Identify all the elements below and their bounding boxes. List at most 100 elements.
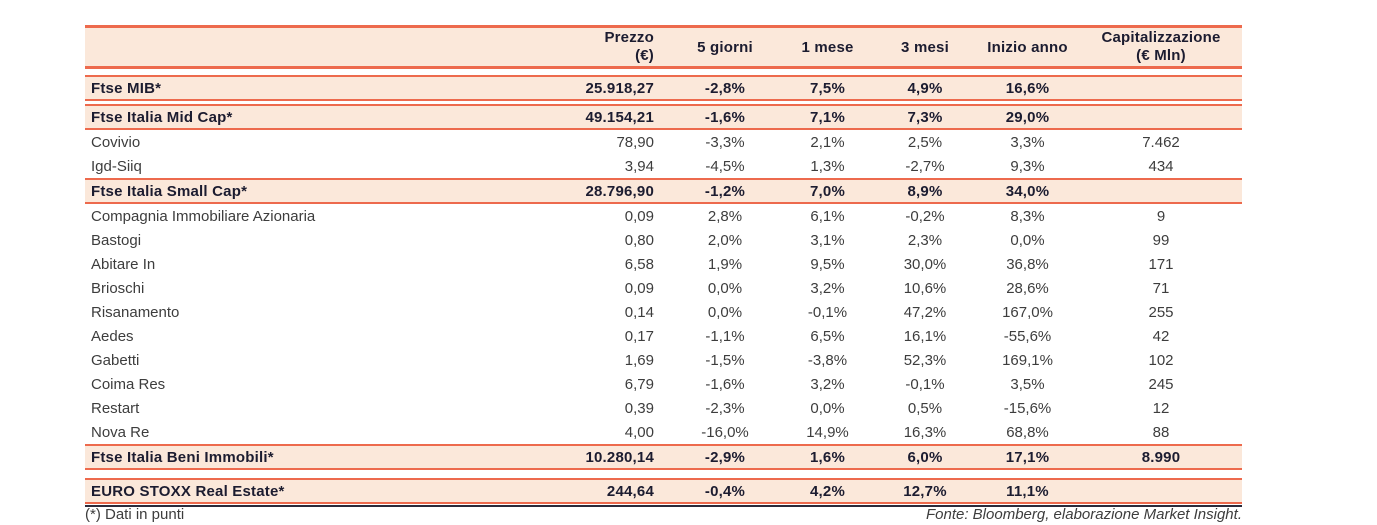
cell-ytd: 3,3% [1010,133,1045,151]
cell-d5: -1,6% [704,108,746,126]
cell-m1: 2,1% [810,133,845,151]
cell-d5: -2,9% [704,448,746,466]
cell-d5: -1,2% [704,182,746,200]
footnote-dati-in-punti: (*) Dati in punti [85,506,185,523]
cell-cap: 434 [1148,157,1174,175]
table-row: Abitare In 6,58 1,9% 9,5% 30,0% 36,8% 171 [85,252,1242,276]
table-row: Coima Res 6,79 -1,6% 3,2% -0,1% 3,5% 245 [85,372,1242,396]
row-label: Covivio [91,133,141,151]
header-prezzo-line1: Prezzo [604,29,654,46]
header-capitalizzazione: Capitalizzazione (€ Mln) [1080,29,1242,65]
row-label: EURO STOXX Real Estate* [91,482,285,500]
table-row: Ftse MIB* 25.918,27 -2,8% 7,5% 4,9% 16,6% [85,75,1242,101]
cell-prezzo: 3,94 [624,157,654,175]
cell-m1: -0,1% [807,303,848,321]
cell-prezzo: 6,58 [624,255,654,273]
header-3-mesi: 3 mesi [901,38,949,56]
cell-d5: -16,0% [701,423,749,441]
cell-prezzo: 25.918,27 [585,79,654,97]
table-row: Igd-Siiq 3,94 -4,5% 1,3% -2,7% 9,3% 434 [85,154,1242,178]
cell-ytd: 0,0% [1010,231,1045,249]
cell-d5: -1,5% [705,351,745,369]
table-row: Ftse Italia Mid Cap* 49.154,21 -1,6% 7,1% 7,… [85,104,1242,130]
cell-ytd: 17,1% [1005,448,1050,466]
cell-m3: 30,0% [903,255,947,273]
cell-ytd: 3,5% [1010,375,1045,393]
cell-ytd: 34,0% [1005,182,1050,200]
cell-prezzo: 0,09 [624,207,654,225]
cell-m3: 10,6% [903,279,947,297]
cell-m3: 12,7% [903,482,947,500]
row-label: Ftse Italia Small Cap* [91,182,248,200]
row-label: Risanamento [91,303,180,321]
cell-m1: 6,1% [810,207,845,225]
table-footnotes: (*) Dati in punti Fonte: Bloomberg, elab… [85,506,1242,523]
cell-ytd: 16,6% [1005,79,1050,97]
cell-m1: -3,8% [807,351,848,369]
row-label: Igd-Siiq [91,157,142,175]
cell-prezzo: 0,17 [624,327,654,345]
header-cap-line1: Capitalizzazione [1101,29,1221,46]
cell-ytd: 169,1% [1002,351,1053,369]
cell-d5: 0,0% [707,303,743,321]
cell-prezzo: 4,00 [624,423,654,441]
cell-d5: 2,0% [707,231,743,249]
header-cap-line2: (€ Mln) [1136,47,1186,64]
cell-m3: -0,1% [905,375,945,393]
header-1-mese: 1 mese [801,38,854,56]
cell-m3: -2,7% [905,157,945,175]
cell-d5: 1,9% [707,255,743,273]
cell-m3: 2,5% [907,133,943,151]
cell-cap: 9 [1156,207,1166,225]
row-label: Restart [91,399,140,417]
source-credit: Fonte: Bloomberg, elaborazione Market In… [925,506,1242,523]
cell-prezzo: 78,90 [616,133,654,151]
cell-d5: -4,5% [705,157,745,175]
header-prezzo: Prezzo (€) [550,29,670,65]
row-label: Aedes [91,327,134,345]
cell-cap: 8.990 [1141,448,1181,466]
header-prezzo-line2: (€) [635,47,654,64]
cell-cap: 12 [1152,399,1170,417]
table-row: Aedes 0,17 -1,1% 6,5% 16,1% -55,6% 42 [85,324,1242,348]
cell-prezzo: 49.154,21 [585,108,654,126]
table-bottom-rule [85,505,1242,507]
cell-m1: 7,1% [810,108,845,126]
cell-ytd: 9,3% [1010,157,1045,175]
cell-m3: 47,2% [903,303,947,321]
row-label: Coima Res [91,375,166,393]
cell-m3: 8,9% [907,182,943,200]
cell-m1: 1,3% [810,157,845,175]
cell-m1: 0,0% [810,399,845,417]
header-inizio-anno: Inizio anno [987,38,1068,56]
cell-d5: -0,4% [704,482,746,500]
cell-cap: 99 [1152,231,1170,249]
cell-ytd: 29,0% [1005,108,1050,126]
row-label: Nova Re [91,423,150,441]
cell-prezzo: 6,79 [624,375,654,393]
table-row: Ftse Italia Beni Immobili* 10.280,14 -2,9%… [85,444,1242,470]
row-label: Brioschi [91,279,145,297]
table-row: Covivio 78,90 -3,3% 2,1% 2,5% 3,3% 7.462 [85,130,1242,154]
cell-cap: 7.462 [1142,133,1180,151]
cell-m1: 9,5% [810,255,845,273]
cell-cap: 102 [1148,351,1174,369]
cell-d5: -2,8% [704,79,746,97]
cell-d5: -1,6% [705,375,745,393]
cell-d5: -3,3% [705,133,745,151]
row-label: Ftse Italia Mid Cap* [91,108,233,126]
cell-m1: 3,1% [810,231,845,249]
cell-prezzo: 28.796,90 [585,182,654,200]
cell-prezzo: 0,14 [624,303,654,321]
cell-m1: 4,2% [810,482,845,500]
cell-m3: 52,3% [903,351,947,369]
cell-m1: 7,5% [810,79,845,97]
row-label: Ftse Italia Beni Immobili* [91,448,274,466]
cell-m1: 6,5% [810,327,845,345]
cell-m3: 2,3% [907,231,943,249]
cell-m1: 14,9% [806,423,849,441]
cell-m3: 16,1% [903,327,947,345]
cell-prezzo: 0,80 [624,231,654,249]
cell-d5: -1,1% [705,327,745,345]
cell-prezzo: 244,64 [606,482,654,500]
